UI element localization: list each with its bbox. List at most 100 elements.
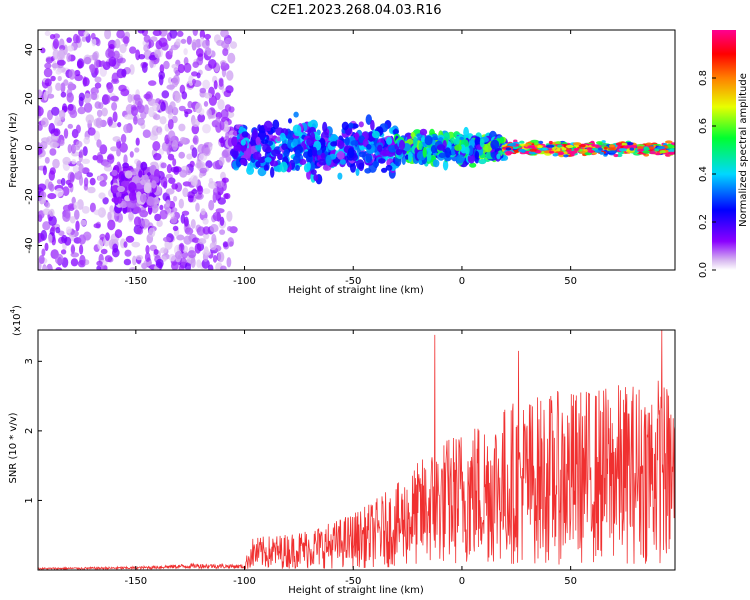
heatmap-cell (190, 178, 198, 187)
heatmap-cell (365, 152, 372, 163)
heatmap-cell (407, 151, 413, 163)
heatmap-cell (89, 63, 96, 74)
heatmap-cell (38, 106, 44, 117)
heatmap-cell (139, 193, 147, 203)
heatmap-cell (563, 154, 569, 158)
heatmap-cell (270, 160, 279, 167)
heatmap-cell (44, 242, 49, 252)
heatmap-cell (172, 158, 177, 167)
heatmap-cell (350, 162, 356, 173)
heatmap-cell (455, 136, 460, 146)
heatmap-cell (499, 136, 505, 144)
heatmap-cell (174, 92, 182, 104)
snr-x-axis-label: Height of straight line (km) (288, 585, 424, 596)
heatmap-cell (167, 77, 173, 84)
heatmap-cell (159, 204, 164, 211)
heatmap-cell (143, 44, 150, 52)
snr-panel: -150 -100 -50 0 50 1 2 3 Height of straight li… (8, 305, 676, 596)
heatmap-cell (79, 149, 84, 158)
heatmap-cell (240, 145, 247, 152)
heatmap-cell (58, 109, 66, 120)
heatmap-cell (202, 123, 211, 134)
heatmap-cell (57, 75, 62, 82)
y-tick-label: 20 (24, 92, 35, 105)
heatmap-cell (220, 265, 227, 270)
heatmap-cell (104, 255, 113, 263)
heatmap-cell (468, 145, 474, 156)
heatmap-cell (138, 170, 143, 178)
heatmap-cell (168, 145, 173, 153)
heatmap-cell (645, 142, 653, 146)
heatmap-cell (636, 146, 644, 150)
heatmap-cell (168, 48, 174, 55)
heatmap-cell (62, 156, 71, 165)
heatmap-cell (649, 151, 657, 155)
heatmap-cell (348, 122, 354, 129)
spectrogram-y-axis-label: Frequency (Hz) (8, 112, 19, 188)
heatmap-cell (47, 84, 53, 95)
heatmap-cell (204, 47, 212, 56)
heatmap-cell (114, 38, 121, 49)
spectrogram-panel: -150 -100 -50 0 50 -40 -20 0 20 40 Height of str… (8, 29, 676, 296)
heatmap-cell (668, 149, 675, 153)
heatmap-cell (190, 219, 196, 229)
heatmap-cell (64, 209, 71, 219)
heatmap-cell (87, 186, 96, 194)
heatmap-cell (214, 92, 221, 101)
heatmap-cell (94, 82, 102, 89)
heatmap-cell (184, 227, 194, 235)
heatmap-cell (178, 198, 184, 209)
heatmap-cell (563, 151, 568, 155)
heatmap-cell (111, 102, 118, 111)
heatmap-cell (322, 121, 328, 133)
heatmap-cell (306, 137, 315, 146)
heatmap-cell (170, 166, 179, 173)
heatmap-cell (545, 144, 555, 148)
heatmap-cell (372, 160, 379, 168)
y-tick-label: 3 (24, 358, 35, 364)
heatmap-cell (438, 152, 446, 159)
heatmap-cell (94, 58, 99, 70)
heatmap-cell (358, 121, 364, 128)
heatmap-cell (307, 121, 312, 127)
heatmap-cell (192, 135, 199, 145)
heatmap-cell (69, 172, 75, 183)
spectrogram-x-ticks: -150 -100 -50 0 50 (124, 30, 577, 287)
heatmap-cell (257, 130, 267, 141)
heatmap-cell (71, 159, 77, 165)
heatmap-cell (504, 151, 514, 155)
heatmap-cell (107, 219, 116, 231)
snr-y-axis-label: SNR (10 * v/v) (8, 412, 19, 483)
heatmap-cell (377, 144, 383, 153)
heatmap-cell (344, 136, 350, 146)
heatmap-cell (207, 109, 212, 120)
heatmap-cell (110, 146, 118, 152)
heatmap-cell (121, 180, 130, 187)
heatmap-cell (56, 179, 63, 185)
heatmap-cell (123, 258, 132, 266)
heatmap-cell (223, 120, 229, 131)
heatmap-cell (629, 147, 635, 151)
heatmap-cell (202, 79, 211, 90)
heatmap-cell (159, 64, 165, 74)
heatmap-cell (55, 226, 61, 234)
heatmap-cell (240, 158, 247, 166)
y-tick-label: -20 (24, 188, 35, 204)
heatmap-cell (657, 146, 666, 150)
heatmap-cell (586, 147, 593, 151)
x-tick-label: 50 (564, 276, 577, 287)
heatmap-cell (422, 146, 427, 158)
heatmap-cell (143, 104, 149, 115)
heatmap-cell (155, 40, 163, 50)
heatmap-cell (221, 150, 229, 159)
snr-y-scale-base: (x10 (12, 313, 23, 336)
heatmap-cell (152, 102, 161, 112)
snr-x-ticks: -150 -100 -50 0 50 (124, 330, 577, 587)
heatmap-cell (44, 78, 52, 87)
heatmap-cell (565, 144, 574, 149)
heatmap-cell (416, 133, 423, 139)
heatmap-cell (220, 136, 225, 148)
heatmap-cell (134, 97, 143, 107)
heatmap-cell (419, 128, 428, 136)
heatmap-cell (85, 114, 95, 124)
